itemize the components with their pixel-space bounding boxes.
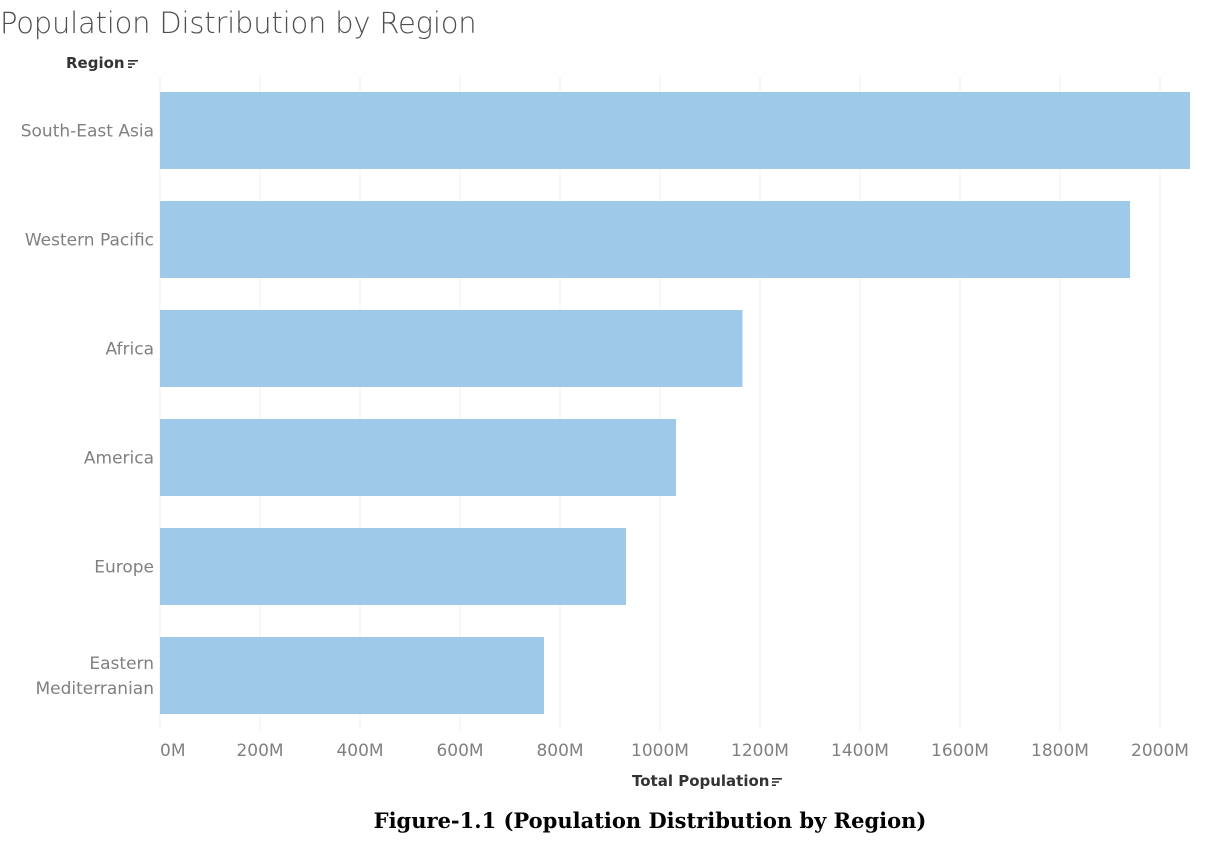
bar[interactable] xyxy=(160,201,1130,278)
x-tick-label: 1400M xyxy=(831,741,889,761)
x-tick-label: 400M xyxy=(336,741,383,761)
sort-descending-icon[interactable] xyxy=(772,773,783,791)
x-tick-label: 600M xyxy=(436,741,483,761)
category-label: America xyxy=(84,449,154,469)
x-tick-label: 200M xyxy=(236,741,283,761)
category-label: Western Pacific xyxy=(25,231,154,251)
x-tick-label: 1000M xyxy=(631,741,689,761)
category-label: South-East Asia xyxy=(21,122,154,142)
x-tick-label: 2000M xyxy=(1131,741,1189,761)
x-tick-label: 0M xyxy=(160,741,185,761)
row-field-label: Region xyxy=(66,54,125,72)
bar[interactable] xyxy=(160,637,544,714)
category-label: Africa xyxy=(106,340,155,360)
sort-descending-icon[interactable] xyxy=(127,55,139,73)
gridlines xyxy=(159,76,1161,730)
bar[interactable] xyxy=(160,419,676,496)
category-label: Europe xyxy=(94,558,154,578)
x-tick-label: 1200M xyxy=(731,741,789,761)
x-tick-label: 1600M xyxy=(931,741,989,761)
x-axis-label: Total Population xyxy=(632,772,770,790)
x-tick-labels: 0M 200M 400M 600M 800M 1000M 1200M 1400M 1600M 18… xyxy=(160,741,1189,761)
bar-chart: South-East Asia Western Pacific Africa Amer… xyxy=(21,76,1190,761)
category-labels: South-East Asia Western Pacific Africa Amer… xyxy=(21,122,154,700)
x-tick-label: 1800M xyxy=(1031,741,1089,761)
bar[interactable] xyxy=(160,310,743,387)
bars xyxy=(160,92,1190,714)
row-field-header[interactable]: Region xyxy=(66,54,139,73)
chart-title: Population Distribution by Region xyxy=(0,6,477,40)
bar[interactable] xyxy=(160,92,1190,169)
x-tick-label: 800M xyxy=(536,741,583,761)
figure-caption: Figure-1.1 (Population Distribution by R… xyxy=(373,808,927,833)
bar[interactable] xyxy=(160,528,626,605)
x-axis-title[interactable]: Total Population xyxy=(632,772,783,791)
category-label: Eastern Mediterranian xyxy=(35,654,154,699)
